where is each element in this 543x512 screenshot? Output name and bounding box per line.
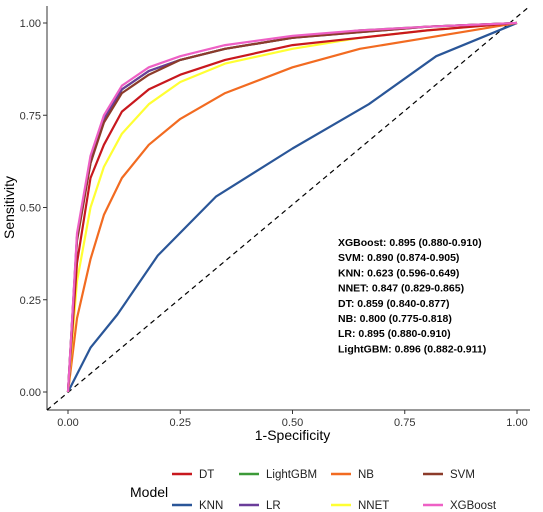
legend-label-lr: LR [266, 500, 281, 512]
auc-annotation: LightGBM: 0.896 (0.882-0.911) [338, 343, 486, 355]
auc-annotation: NB: 0.800 (0.775-0.818) [338, 313, 452, 325]
y-axis-title: Sensitivity [1, 176, 17, 239]
x-tick-label: 1.00 [506, 417, 527, 429]
auc-annotation: SVM: 0.890 (0.874-0.905) [338, 252, 459, 264]
series-line-xgboost [66, 21, 518, 393]
auc-annotation: XGBoost: 0.895 (0.880-0.910) [338, 237, 482, 249]
legend-label-nb: NB [358, 469, 374, 481]
legend-label-nnet: NNET [358, 500, 389, 512]
series-line-knn [67, 21, 518, 393]
series-line-dt [66, 21, 518, 393]
legend-label-lightgbm: LightGBM [266, 469, 317, 481]
y-tick-label: 0.50 [20, 203, 41, 215]
auc-annotation: LR: 0.895 (0.880-0.910) [338, 328, 451, 340]
series-line-nb [66, 21, 518, 393]
legend-label-svm: SVM [450, 469, 475, 481]
series-line-svm [66, 21, 518, 393]
auc-annotations: XGBoost: 0.895 (0.880-0.910) SVM: 0.890 (… [338, 237, 486, 355]
y-tick-label: 1.00 [20, 18, 41, 30]
x-axis-title: 1-Specificity [255, 427, 330, 443]
legend-label-knn: KNN [199, 500, 223, 512]
auc-annotation: NNET: 0.847 (0.829-0.865) [338, 283, 464, 295]
x-tick-label: 0.75 [394, 417, 415, 429]
series-layer [66, 21, 518, 393]
legend-label-xgboost: XGBoost [450, 500, 497, 512]
x-tick-label: 0.25 [170, 417, 191, 429]
legend-label-dt: DT [199, 469, 214, 481]
legend-title: Model [130, 484, 168, 500]
diagonal-reference-line [46, 5, 531, 411]
axes: 0.00 0.25 0.50 0.75 1.00 0.00 0.25 0.50 0.75 1.00 [20, 6, 530, 429]
auc-annotation: DT: 0.859 (0.840-0.877) [338, 298, 449, 310]
x-tick-label: 0.50 [282, 417, 303, 429]
y-tick-label: 0.75 [20, 110, 41, 122]
x-tick-label: 0.00 [57, 417, 78, 429]
y-tick-label: 0.25 [20, 295, 41, 307]
y-tick-label: 0.00 [20, 387, 41, 399]
auc-annotation: KNN: 0.623 (0.596-0.649) [338, 267, 459, 279]
legend: Model DT LightGBM NB SVM KNN LR NNET XGBoost [130, 469, 497, 512]
